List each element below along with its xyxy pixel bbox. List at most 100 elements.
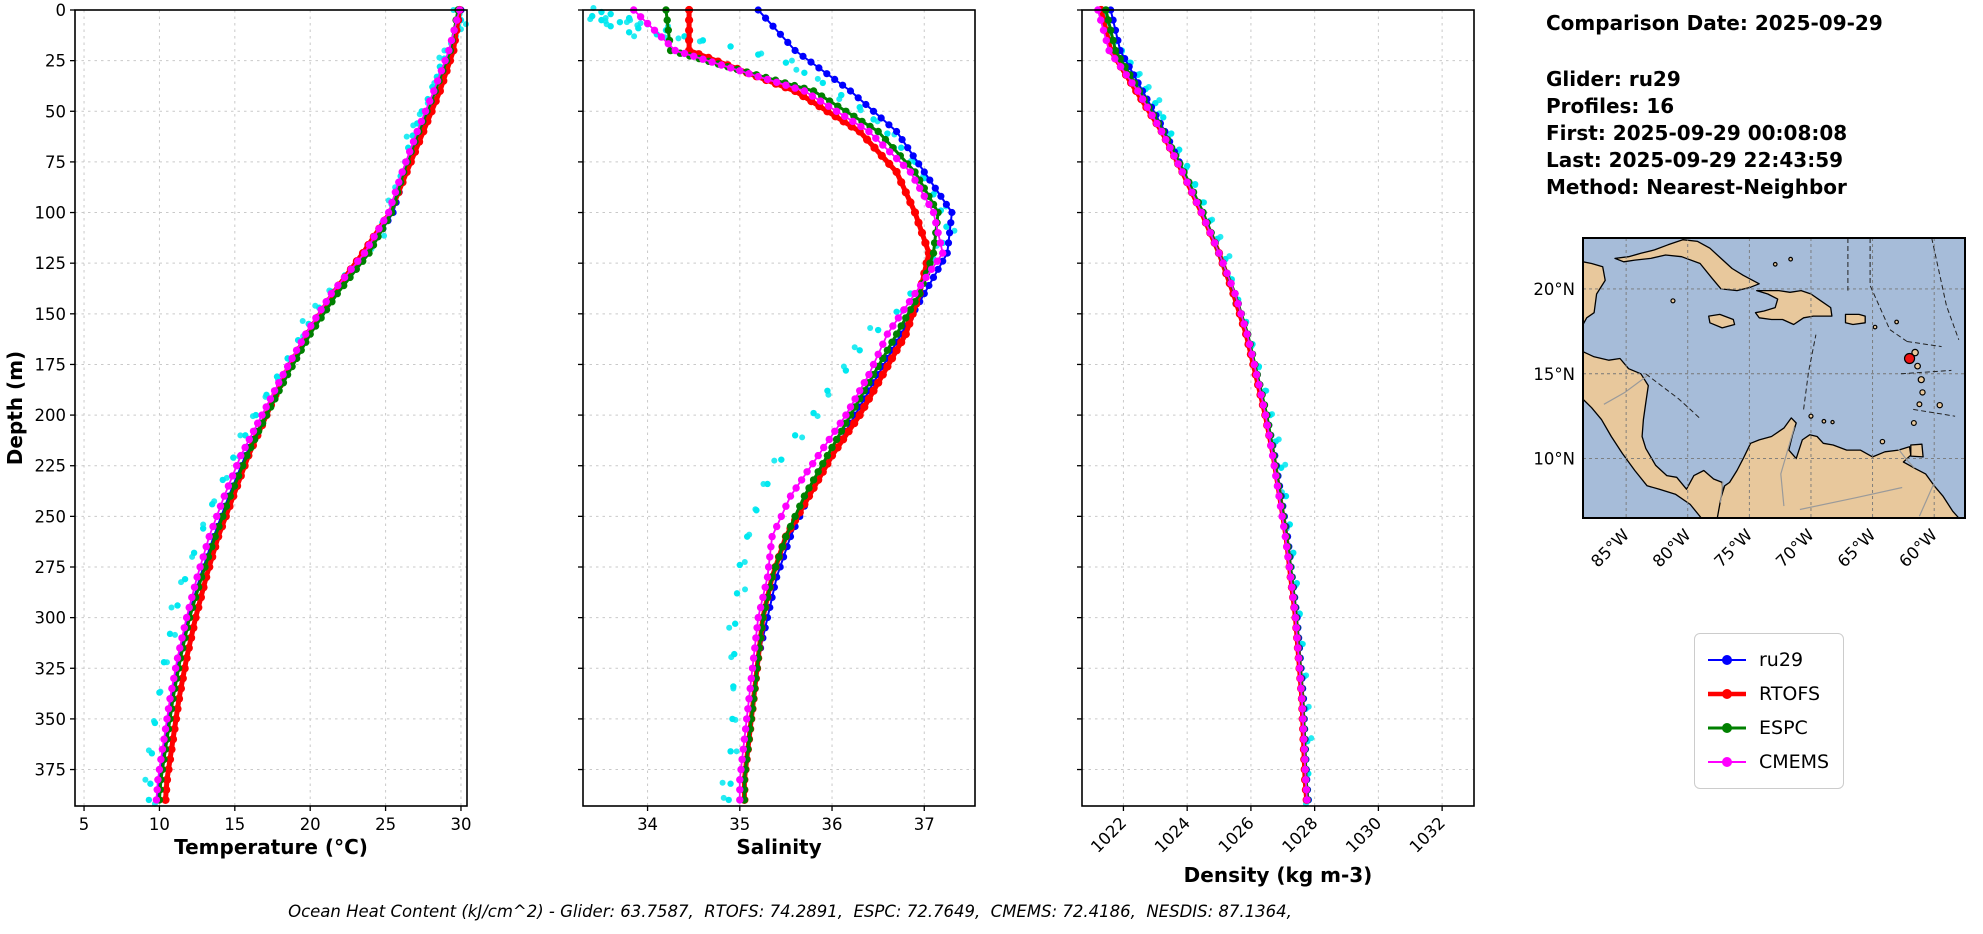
CMEMS-marker	[1237, 310, 1245, 318]
CMEMS-marker	[160, 735, 168, 743]
CMEMS-marker	[233, 462, 241, 470]
maritime-boundary	[1900, 369, 1952, 375]
legend-item-cmems: CMEMS	[1705, 745, 1829, 779]
CMEMS-marker	[370, 233, 378, 241]
RTOFS-marker	[850, 419, 859, 428]
CMEMS-marker	[413, 127, 421, 136]
RTOFS-marker	[901, 330, 910, 339]
ESPC-marker	[771, 563, 780, 571]
CMEMS-marker	[279, 370, 287, 379]
scatter-point	[1160, 114, 1167, 121]
scatter-point	[403, 133, 410, 140]
scatter-point	[1226, 253, 1233, 260]
ru29-marker	[946, 229, 954, 237]
scatter-point	[223, 474, 230, 481]
ru29-marker	[839, 81, 847, 89]
scatter-point	[898, 144, 905, 151]
CMEMS-marker	[237, 451, 245, 460]
RTOFS-marker	[685, 16, 694, 25]
CMEMS-marker	[657, 33, 666, 41]
CMEMS-marker	[182, 613, 191, 622]
CMEMS-marker	[759, 593, 767, 602]
ru29-marker	[784, 38, 792, 47]
x-tick-label: 1028	[1278, 813, 1321, 856]
RTOFS-marker	[187, 633, 196, 643]
CMEMS-marker	[906, 168, 915, 176]
CMEMS-marker	[836, 419, 844, 427]
CMEMS-marker	[1259, 401, 1268, 409]
RTOFS-marker	[869, 386, 878, 395]
RTOFS-marker	[168, 735, 178, 744]
scatter-point	[836, 96, 843, 103]
CMEMS-marker	[892, 154, 901, 163]
ESPC-marker	[251, 435, 259, 444]
RTOFS-marker	[892, 346, 901, 355]
scatter-point	[1145, 83, 1152, 90]
scatter-point	[719, 779, 726, 786]
ru29-marker	[939, 257, 947, 265]
CMEMS-marker	[1263, 421, 1272, 429]
y-tick-label: 250	[35, 507, 67, 526]
RTOFS-marker	[901, 188, 910, 197]
scatter-point	[249, 413, 256, 420]
ESPC-line	[157, 9, 460, 801]
CMEMS-marker	[846, 403, 855, 411]
ESPC-marker	[800, 492, 809, 500]
CMEMS-marker	[920, 192, 928, 200]
RTOFS-marker	[877, 151, 886, 160]
CMEMS-marker	[1111, 54, 1119, 63]
ru29-marker	[776, 30, 785, 38]
temperature-axis-title: Temperature (°C)	[174, 835, 368, 859]
RTOFS-marker	[921, 238, 930, 247]
CMEMS-marker	[216, 502, 225, 510]
maritime-boundary	[1869, 238, 1908, 342]
ESPC-marker	[226, 492, 234, 500]
ESPC-marker	[832, 435, 841, 444]
ru29-marker	[799, 52, 807, 60]
CMEMS-marker	[1252, 370, 1261, 379]
scatter-point	[893, 308, 900, 315]
scatter-point	[752, 506, 759, 513]
ru29-marker	[937, 192, 945, 200]
legend-marker-ru29	[1708, 655, 1746, 665]
scatter-point	[727, 43, 734, 50]
scatter-point	[728, 654, 735, 661]
ru29-marker	[920, 168, 928, 176]
ESPC-marker	[1107, 26, 1115, 34]
scatter-point	[825, 391, 832, 398]
CMEMS-marker	[851, 395, 859, 403]
CMEMS-marker	[865, 127, 873, 136]
CMEMS-marker	[347, 265, 355, 273]
legend-dot	[1722, 757, 1732, 767]
CMEMS-marker	[1273, 482, 1282, 490]
map-area	[1583, 238, 1965, 518]
CMEMS-marker	[202, 543, 210, 551]
CMEMS-marker	[761, 583, 769, 591]
CMEMS-marker	[736, 796, 744, 804]
scatter-point	[788, 57, 795, 64]
scatter-point	[230, 454, 237, 461]
CMEMS-marker	[171, 664, 180, 672]
scatter-point	[1269, 411, 1276, 418]
CMEMS-marker	[1294, 644, 1302, 652]
ESPC-marker	[234, 472, 243, 480]
ru29-marker	[831, 75, 839, 83]
CMEMS-marker	[1223, 269, 1231, 277]
legend: ru29 RTOFS ESPC CMEMS	[1694, 633, 1845, 789]
CMEMS-marker	[1240, 320, 1248, 328]
RTOFS-marker	[905, 319, 914, 328]
landmass	[1910, 443, 1924, 458]
border-line	[1719, 481, 1724, 503]
CMEMS-marker	[708, 58, 716, 66]
RTOFS-marker	[910, 208, 920, 217]
CMEMS-marker	[1243, 330, 1251, 338]
CMEMS-marker	[820, 443, 828, 452]
RTOFS-marker	[906, 198, 915, 207]
CMEMS-marker	[1298, 695, 1306, 703]
CMEMS-marker	[664, 40, 672, 48]
CMEMS-marker	[767, 543, 775, 551]
CMEMS-marker	[450, 26, 458, 34]
RTOFS-marker	[162, 775, 172, 784]
scatter-point	[174, 602, 181, 609]
ESPC-marker	[219, 512, 227, 521]
